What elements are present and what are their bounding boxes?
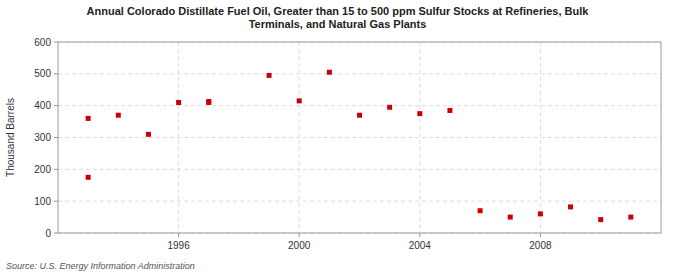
title: Annual Colorado Distillate Fuel Oil, Gre… <box>87 5 590 30</box>
y-tick-label: 0 <box>45 228 51 239</box>
point <box>206 100 211 105</box>
y-tick-label: 300 <box>34 132 51 143</box>
point <box>267 73 272 78</box>
point <box>598 217 603 222</box>
point <box>146 132 151 137</box>
point <box>116 113 121 118</box>
plot-frame <box>58 42 661 233</box>
y-axis: 0 100 200 300 400 500 600 <box>34 37 58 239</box>
y-grid-line <box>58 169 661 170</box>
x-tick-label: 2004 <box>409 240 432 251</box>
point <box>538 211 543 216</box>
point <box>628 215 633 220</box>
point <box>568 204 573 209</box>
points <box>86 70 634 222</box>
point <box>176 100 181 105</box>
y-tick <box>54 73 58 74</box>
grid <box>58 42 661 233</box>
x-tick <box>299 233 300 237</box>
x-grid-line <box>419 42 420 233</box>
x-tick <box>178 233 179 237</box>
point <box>327 70 332 75</box>
point <box>297 98 302 103</box>
y-grid-line <box>58 137 661 138</box>
x-grid-line <box>178 42 179 233</box>
point <box>86 175 91 180</box>
point <box>86 116 91 121</box>
y-tick-label: 400 <box>34 100 51 111</box>
y-tick <box>54 233 58 234</box>
point <box>387 105 392 110</box>
point <box>357 113 362 118</box>
y-tick <box>54 137 58 138</box>
y-axis-label: Thousand Barrels <box>5 98 16 177</box>
y-grid-line <box>58 73 661 74</box>
y-tick <box>54 201 58 202</box>
y-tick-label: 600 <box>34 37 51 48</box>
x-tick-label: 2000 <box>288 240 311 251</box>
point <box>206 99 211 104</box>
source-note: Source: U.S. Energy Information Administ… <box>6 261 195 271</box>
x-tick <box>540 233 541 237</box>
x-tick-label: 2008 <box>529 240 552 251</box>
x-grid-line <box>299 42 300 233</box>
y-tick <box>54 42 58 43</box>
point <box>478 208 483 213</box>
y-tick-label: 500 <box>34 68 51 79</box>
chart: Annual Colorado Distillate Fuel Oil, Gre… <box>0 0 675 275</box>
point <box>508 215 513 220</box>
y-tick <box>54 105 58 106</box>
x-axis: 1996 2000 2004 2008 <box>167 233 551 251</box>
x-grid-line <box>540 42 541 233</box>
y-tick-label: 100 <box>34 196 51 207</box>
y-grid-line <box>58 105 661 106</box>
y-grid-line <box>58 201 661 202</box>
y-tick <box>54 169 58 170</box>
point <box>447 108 452 113</box>
x-tick <box>419 233 420 237</box>
y-tick-label: 200 <box>34 164 51 175</box>
x-tick-label: 1996 <box>167 240 190 251</box>
point <box>417 111 422 116</box>
